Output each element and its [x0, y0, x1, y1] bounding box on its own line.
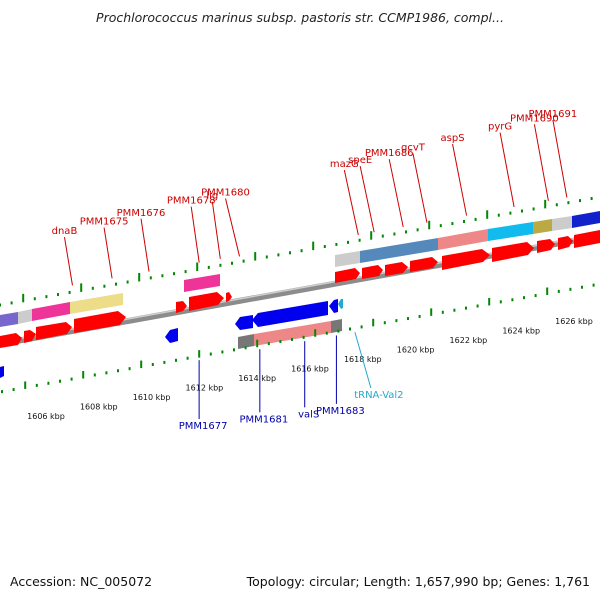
leader-line: [388, 159, 404, 228]
reverse-arrow: [235, 315, 253, 330]
forward-gene-label: gcvT: [401, 142, 426, 153]
leader-line: [354, 331, 372, 389]
forward-arrow: [335, 268, 360, 283]
forward-feature-blocks: [0, 211, 600, 327]
kbp-label: 1624 kbp: [502, 326, 540, 335]
feature-block: [184, 274, 220, 292]
reverse-arrow: [165, 328, 178, 343]
forward-gene-label: PMM1691: [529, 109, 578, 120]
forward-gene-label: PMM1678: [167, 196, 216, 207]
forward-gene-label: PMM1680: [201, 187, 250, 198]
kbp-label: 1610 kbp: [133, 393, 171, 402]
leader-line: [225, 198, 241, 257]
kbp-label: 1620 kbp: [397, 345, 435, 354]
feature-block: [238, 334, 254, 349]
lower-tick-row: [1, 283, 595, 394]
forward-arrow: [410, 257, 438, 272]
forward-gene-label: PMM1676: [117, 208, 166, 219]
feature-block: [331, 319, 342, 333]
forward-arrow: [0, 333, 22, 348]
feature-block: [18, 309, 32, 324]
forward-gene-label: lig: [206, 191, 218, 202]
leader-line: [343, 169, 359, 236]
forward-arrow: [362, 265, 383, 279]
feature-block: [438, 229, 488, 250]
kbp-label: 1622 kbp: [450, 336, 488, 345]
reverse-arrow: [252, 301, 328, 327]
forward-arrow: [74, 311, 126, 333]
forward-arrow: [558, 236, 573, 250]
kbp-label: 1606 kbp: [27, 412, 65, 421]
reverse-arrow: [0, 366, 4, 378]
leader-line: [552, 119, 568, 198]
accession-label: Accession: NC_005072: [10, 574, 153, 589]
forward-arrow: [36, 322, 72, 340]
forward-arrow: [385, 262, 408, 276]
genome-summary: Topology: circular; Length: 1,657,990 bp…: [246, 574, 590, 589]
forward-arrow: [189, 292, 224, 311]
reverse-feature-blocks: [238, 319, 342, 349]
reverse-gene-label: PMM1681: [239, 414, 288, 425]
forward-gene-label: mazG: [330, 159, 359, 170]
forward-gene-label: dnaB: [52, 226, 78, 237]
reverse-arrows: [0, 299, 343, 378]
kbp-label: 1626 kbp: [555, 317, 593, 326]
map-title: Prochlorococcus marinus subsp. pastoris …: [96, 10, 504, 25]
feature-block: [533, 219, 552, 234]
forward-arrow: [176, 301, 187, 313]
feature-block: [572, 211, 600, 228]
kbp-label: 1608 kbp: [80, 402, 118, 411]
forward-gene-label: pyrG: [488, 122, 512, 133]
leader-line: [359, 166, 375, 233]
forward-arrow: [574, 230, 600, 248]
reverse-arrow: [329, 299, 338, 313]
forward-arrows: [0, 230, 600, 348]
leader-line: [211, 201, 221, 259]
forward-arrow: [442, 249, 490, 270]
reverse-gene-label: tRNA-Val2: [354, 390, 403, 401]
feature-block: [408, 238, 438, 255]
feature-block: [360, 243, 408, 263]
leader-line: [412, 153, 428, 223]
reverse-arrow: [338, 299, 343, 309]
upper-tick-row: [0, 197, 593, 307]
leader-line: [63, 237, 73, 286]
forward-arrow: [492, 242, 534, 262]
feature-block: [254, 321, 331, 346]
forward-arrow: [226, 292, 232, 302]
feature-block: [70, 293, 123, 314]
reverse-gene-label: valS: [298, 409, 319, 420]
feature-block: [335, 251, 360, 267]
kbp-label: 1616 kbp: [291, 364, 329, 373]
forward-gene-label: aspS: [441, 133, 465, 144]
forward-arrow: [24, 330, 36, 343]
leader-line: [190, 206, 200, 263]
kbp-label: 1614 kbp: [238, 374, 276, 383]
leader-line: [533, 124, 549, 201]
forward-arrow: [537, 239, 555, 253]
reverse-gene-label: PMM1683: [316, 406, 365, 417]
leader-line: [103, 227, 113, 279]
leader-line: [140, 218, 150, 272]
forward-gene-label: PMM1690: [510, 113, 559, 124]
forward-gene-label: PMM1686: [365, 148, 414, 159]
feature-block: [0, 312, 18, 327]
reverse-gene-label: PMM1677: [179, 421, 228, 432]
feature-block: [552, 216, 572, 231]
feature-block: [32, 302, 70, 321]
kbp-label: 1612 kbp: [186, 383, 224, 392]
feature-block: [488, 222, 533, 241]
leader-line: [499, 132, 515, 208]
leader-line: [452, 143, 468, 216]
forward-gene-label: speE: [348, 155, 372, 166]
forward-gene-label: PMM1675: [80, 217, 129, 228]
